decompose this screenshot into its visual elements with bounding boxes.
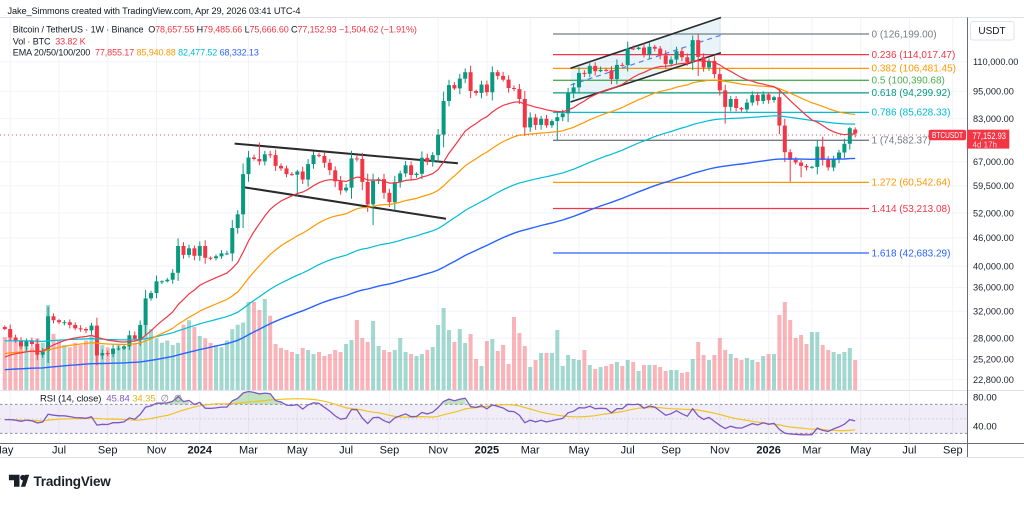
svg-text:67,000.00: 67,000.00 — [973, 157, 1014, 167]
svg-text:1 (74,582.37): 1 (74,582.37) — [872, 136, 932, 147]
svg-text:USDT: USDT — [978, 26, 1005, 37]
svg-text:Jul: Jul — [52, 445, 66, 457]
svg-text:52,000.00: 52,000.00 — [973, 208, 1014, 218]
svg-text:RSI (14, close) 45.84 34.35: RSI (14, close) 45.84 34.35 ∅ ∅ — [40, 394, 182, 405]
svg-text:4d 17h: 4d 17h — [973, 141, 997, 150]
svg-text:0.382 (106,481.45): 0.382 (106,481.45) — [872, 64, 957, 75]
svg-text:0.786 (85,628.33): 0.786 (85,628.33) — [872, 108, 951, 119]
svg-text:40.00: 40.00 — [973, 421, 997, 432]
svg-text:BTCUSDT: BTCUSDT — [932, 130, 963, 140]
svg-text:Nov: Nov — [147, 445, 167, 457]
svg-text:36,000.00: 36,000.00 — [973, 283, 1014, 293]
svg-text:EMA 20/50/100/200 77,855.17 8: EMA 20/50/100/200 77,855.17 85,940.88 82… — [13, 48, 259, 58]
svg-text:28,000.00: 28,000.00 — [973, 333, 1014, 343]
svg-text:2024: 2024 — [188, 445, 213, 457]
svg-text:0.236 (114,017.47): 0.236 (114,017.47) — [872, 50, 956, 61]
svg-text:22,800.00: 22,800.00 — [973, 375, 1014, 385]
svg-text:Sep: Sep — [943, 445, 963, 457]
svg-text:83,000.00: 83,000.00 — [973, 114, 1014, 124]
svg-text:Vol · BTC 33.82 K: Vol · BTC 33.82 K — [13, 36, 86, 46]
svg-text:1.414 (53,213.08): 1.414 (53,213.08) — [872, 204, 951, 215]
svg-text:Jake_Simmons created with Trad: Jake_Simmons created with TradingView.co… — [8, 6, 301, 16]
svg-text:May: May — [0, 445, 14, 457]
svg-text:Nov: Nov — [710, 445, 730, 457]
svg-text:0.618 (94,299.92): 0.618 (94,299.92) — [872, 88, 951, 99]
svg-text:95,000.00: 95,000.00 — [973, 87, 1014, 97]
svg-text:Jul: Jul — [902, 445, 916, 457]
svg-text:0.5 (100,390.68): 0.5 (100,390.68) — [872, 76, 945, 87]
svg-text:Mar: Mar — [802, 445, 821, 457]
svg-text:0 (126,199.00): 0 (126,199.00) — [872, 29, 937, 40]
svg-text:TradingView: TradingView — [34, 474, 112, 489]
svg-text:1.272 (60,542.64): 1.272 (60,542.64) — [872, 178, 951, 189]
svg-text:2025: 2025 — [475, 445, 499, 457]
svg-text:Jul: Jul — [621, 445, 635, 457]
svg-text:May: May — [850, 445, 871, 457]
svg-text:Mar: Mar — [521, 445, 540, 457]
svg-text:Nov: Nov — [428, 445, 448, 457]
svg-text:2026: 2026 — [756, 445, 780, 457]
svg-text:110,000.00: 110,000.00 — [973, 57, 1018, 67]
svg-text:77,152.93: 77,152.93 — [973, 131, 1007, 141]
svg-text:25,200.00: 25,200.00 — [973, 355, 1014, 365]
svg-text:Bitcoin / TetherUS · 1W · Bina: Bitcoin / TetherUS · 1W · Binance O78,65… — [13, 25, 417, 35]
svg-text:40,000.00: 40,000.00 — [973, 261, 1014, 271]
svg-text:Jul: Jul — [339, 445, 353, 457]
svg-text:59,500.00: 59,500.00 — [973, 181, 1014, 191]
svg-text:80.00: 80.00 — [973, 392, 997, 403]
svg-text:Mar: Mar — [239, 445, 258, 457]
svg-text:46,000.00: 46,000.00 — [973, 233, 1014, 243]
svg-text:1.618 (42,683.29): 1.618 (42,683.29) — [872, 248, 951, 259]
svg-text:Sep: Sep — [661, 445, 681, 457]
svg-text:Sep: Sep — [380, 445, 400, 457]
svg-text:Sep: Sep — [98, 445, 118, 457]
svg-text:32,000.00: 32,000.00 — [973, 306, 1014, 316]
svg-text:May: May — [569, 445, 590, 457]
svg-text:May: May — [287, 445, 308, 457]
